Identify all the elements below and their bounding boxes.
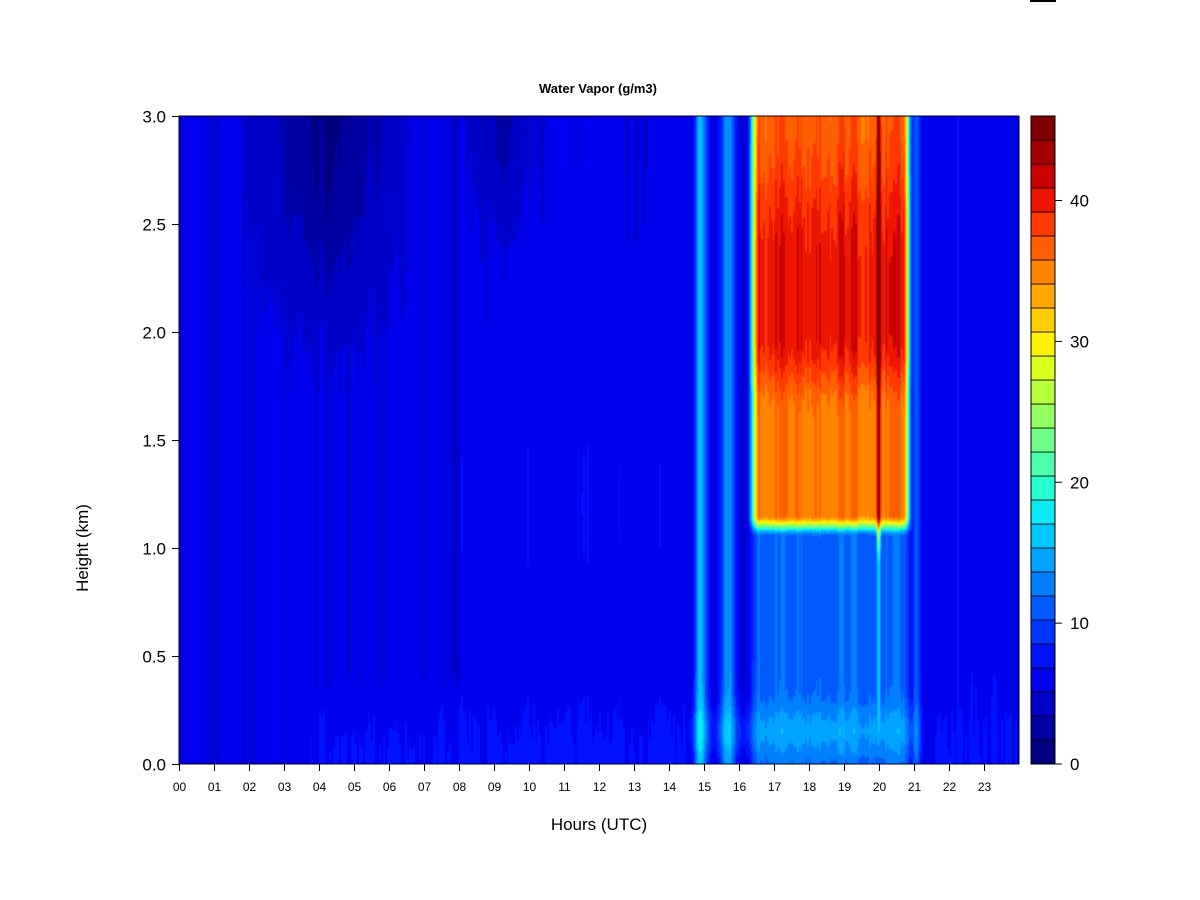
colorbar-swatch	[1030, 523, 1056, 549]
y-tick-label: 2.5	[142, 216, 166, 235]
x-tick-label: 00	[173, 780, 187, 794]
y-tick-label: 2.0	[142, 324, 166, 343]
x-tick-label: 19	[838, 780, 852, 794]
colorbar-frame	[1030, 115, 1056, 765]
colorbar-swatch	[1030, 139, 1056, 165]
colorbar-swatch	[1030, 715, 1056, 741]
colorbar-swatch	[1030, 259, 1056, 285]
colorbar-tick-label: 40	[1070, 192, 1089, 211]
x-tick-label: 01	[208, 780, 222, 794]
x-tick-label: 20	[873, 780, 887, 794]
colorbar-swatch	[1030, 475, 1056, 501]
y-axis-label: Height (km)	[73, 504, 92, 592]
colorbar-swatch	[1030, 379, 1056, 405]
colorbar-swatch	[1030, 595, 1056, 621]
colorbar-axis: 0 10 20 30 40	[1055, 192, 1089, 774]
colorbar-swatch	[1030, 163, 1056, 189]
x-axis-label: Hours (UTC)	[551, 815, 647, 834]
y-tick-label: 1.5	[142, 432, 166, 451]
colorbar-swatch	[1030, 427, 1056, 453]
x-tick-label: 04	[313, 780, 327, 794]
x-tick-label: 05	[348, 780, 362, 794]
colorbar-swatch	[1030, 187, 1056, 213]
y-tick-label: 0.0	[142, 756, 166, 775]
colorbar-swatch	[1030, 115, 1056, 141]
y-tick-label: 3.0	[142, 108, 166, 127]
colorbar-swatch	[1030, 355, 1056, 381]
colorbar-swatch	[1030, 643, 1056, 669]
x-tick-label: 03	[278, 780, 292, 794]
colorbar-swatch	[1030, 691, 1056, 717]
heatmap-area	[179, 116, 1019, 764]
x-tick-label: 09	[488, 780, 502, 794]
colorbar	[1030, 115, 1056, 765]
x-tick-label: 06	[383, 780, 397, 794]
x-tick-label: 22	[943, 780, 957, 794]
heatmap-raster	[179, 116, 1019, 764]
x-tick-label: 11	[558, 780, 571, 794]
chart-title: Water Vapor (g/m3)	[539, 81, 657, 96]
colorbar-swatch	[1030, 571, 1056, 597]
colorbar-swatch	[1030, 283, 1056, 309]
x-tick-label: 02	[243, 780, 257, 794]
colorbar-swatch	[1030, 235, 1056, 261]
colorbar-swatch	[1030, 499, 1056, 525]
colorbar-swatch	[1030, 307, 1056, 333]
colorbar-swatch	[1030, 739, 1056, 765]
y-tick-label: 0.5	[142, 648, 166, 667]
x-tick-label: 23	[978, 780, 992, 794]
y-axis: 0.0 0.5 1.0 1.5 2.0 2.5 3.0	[142, 108, 179, 775]
x-tick-label: 21	[908, 780, 922, 794]
colorbar-tick-label: 20	[1070, 473, 1089, 492]
x-axis: 00 01 02 03 04 05 06 07 08 09 10 11 12 13 14 15 16 17 18 19…	[173, 764, 992, 794]
x-tick-label: 16	[733, 780, 747, 794]
x-tick-label: 08	[453, 780, 467, 794]
colorbar-tick-label: 30	[1070, 332, 1089, 351]
colorbar-swatch	[1030, 547, 1056, 573]
colorbar-tick-label: 10	[1070, 614, 1089, 633]
x-tick-label: 15	[698, 780, 712, 794]
x-tick-label: 10	[523, 780, 537, 794]
colorbar-swatch	[1030, 451, 1056, 477]
colorbar-swatch	[1030, 403, 1056, 429]
colorbar-swatch	[1030, 331, 1056, 357]
x-tick-label: 07	[418, 780, 432, 794]
colorbar-swatch	[1030, 619, 1056, 645]
x-tick-label: 17	[768, 780, 782, 794]
x-tick-label: 13	[628, 780, 642, 794]
x-tick-label: 18	[803, 780, 817, 794]
x-tick-label: 12	[593, 780, 607, 794]
x-tick-label: 14	[663, 780, 677, 794]
y-tick-label: 1.0	[142, 540, 166, 559]
colorbar-tick-label: 0	[1070, 755, 1079, 774]
colorbar-swatch	[1030, 667, 1056, 693]
colorbar-swatch	[1030, 211, 1056, 237]
corner-mark	[1030, 0, 1056, 2]
